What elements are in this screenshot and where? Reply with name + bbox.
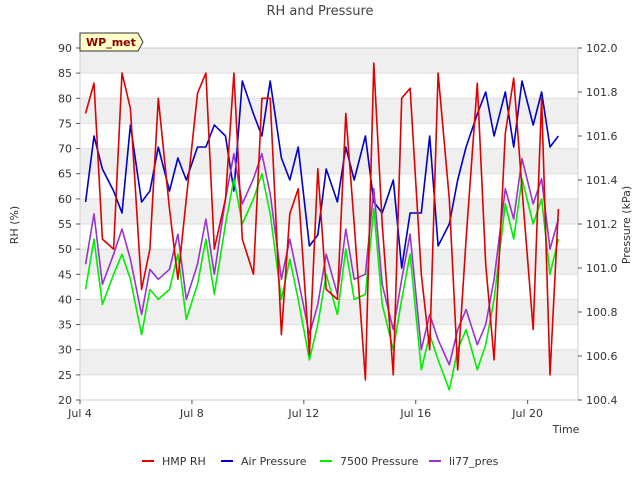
y-left-tick-label: 45	[58, 268, 72, 281]
series-layer	[84, 62, 560, 391]
x-tick-label: Jul 4	[67, 407, 92, 420]
y-left-tick-label: 40	[58, 293, 72, 306]
station-badge-text: WP_met	[86, 36, 136, 49]
y-axis-left-title: RH (%)	[8, 206, 21, 244]
legend-label: HMP RH	[162, 455, 206, 468]
x-tick-label: Jul 8	[179, 407, 204, 420]
legend-label: li77_pres	[449, 455, 499, 468]
station-badge-shape	[79, 32, 144, 52]
y-right-tick-label: 101.8	[586, 86, 618, 99]
legend-label: Air Pressure	[241, 455, 307, 468]
grid-band	[80, 299, 578, 325]
y-left-tick-label: 30	[58, 344, 72, 357]
y-right-tick-label: 100.8	[586, 306, 618, 319]
series-line-7500-pressure	[84, 172, 560, 391]
grid-band	[80, 349, 578, 375]
y-left-tick-label: 25	[58, 369, 72, 382]
y-left-tick-label: 55	[58, 218, 72, 231]
y-left-tick-label: 85	[58, 67, 72, 80]
series-line-air-pressure	[84, 80, 560, 269]
y-right-tick-label: 101.2	[586, 218, 618, 231]
series-line-li77-pres	[84, 152, 560, 366]
legend-label: 7500 Pressure	[340, 455, 419, 468]
y-axis-left: 20 25 30 35 40 45 50 55 60 65 70 75 80 85 90	[58, 42, 80, 407]
grid-band	[80, 198, 578, 224]
y-left-tick-label: 35	[58, 319, 72, 332]
legend: HMP RH Air Pressure 7500 Pressure li77_pres	[142, 455, 499, 468]
x-axis: Jul 4 Jul 8 Jul 12 Jul 16 Jul 20	[67, 400, 543, 420]
y-left-tick-label: 65	[58, 168, 72, 181]
station-badge: WP_met	[79, 32, 144, 52]
series-line-hmp-rh	[84, 62, 560, 381]
chart-title: RH and Pressure	[266, 4, 373, 19]
x-axis-title: Time	[552, 423, 580, 436]
y-left-tick-label: 90	[58, 42, 72, 55]
y-left-tick-label: 20	[58, 394, 72, 407]
y-left-tick-label: 70	[58, 143, 72, 156]
y-right-tick-label: 101.4	[586, 174, 618, 187]
y-axis-right-title: Pressure (kPa)	[620, 186, 633, 264]
y-right-tick-label: 100.4	[586, 394, 618, 407]
x-tick-label: Jul 12	[287, 407, 319, 420]
y-left-tick-label: 75	[58, 117, 72, 130]
grid-band	[80, 48, 578, 74]
x-tick-label: Jul 20	[511, 407, 543, 420]
grid-band	[80, 98, 578, 124]
y-left-tick-label: 80	[58, 92, 72, 105]
y-left-tick-label: 50	[58, 243, 72, 256]
y-right-tick-label: 102.0	[586, 42, 618, 55]
y-right-tick-label: 100.6	[586, 350, 618, 363]
y-right-tick-label: 101.6	[586, 130, 618, 143]
grid-band	[80, 148, 578, 174]
y-left-tick-label: 60	[58, 193, 72, 206]
y-right-tick-label: 101.0	[586, 262, 618, 275]
y-axis-right: 100.4 100.6 100.8 101.0 101.2 101.4 101.6 101.8…	[578, 42, 618, 407]
x-tick-label: Jul 16	[399, 407, 431, 420]
